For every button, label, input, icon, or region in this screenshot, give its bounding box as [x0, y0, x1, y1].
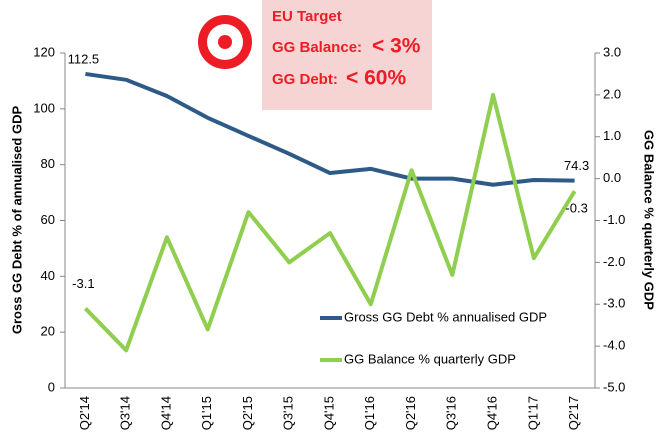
series-line [85, 71, 575, 187]
y-tick-label: 80 [41, 156, 55, 171]
x-tick-label: Q2'15 [240, 396, 255, 430]
y2-tick-label: 2.0 [603, 86, 621, 101]
y2-tick-label: -4.0 [603, 338, 625, 353]
x-tick-label: Q2'16 [403, 396, 418, 430]
y-tick-label: 100 [33, 100, 55, 115]
y-tick-label: 60 [41, 212, 55, 227]
x-tick-label: Q1'16 [362, 396, 377, 430]
y2-axis-label: GG Balance % quarterly GDP [642, 130, 657, 310]
y2-tick-label: -3.0 [603, 296, 625, 311]
data-label: 74.3 [564, 158, 589, 173]
y2-tick-label: -5.0 [603, 379, 625, 394]
series-line [83, 92, 577, 353]
y-axis-label: Gross GG Debt % of annualised GDP [9, 106, 24, 335]
y-tick-label: 40 [41, 268, 55, 283]
x-tick-label: Q4'15 [321, 396, 336, 430]
x-tick-label: Q4'16 [485, 396, 500, 430]
annotation-label: GG Balance: [272, 39, 362, 56]
y2-tick-label: -2.0 [603, 254, 625, 269]
x-tick-label: Q2'14 [77, 396, 92, 430]
y2-tick-label: 3.0 [603, 44, 621, 59]
x-tick-label: Q1'15 [199, 396, 214, 430]
annotation-title: EU Target [272, 8, 342, 25]
y2-tick-label: 0.0 [603, 170, 621, 185]
data-label: -0.3 [565, 201, 587, 216]
data-label: 112.5 [68, 51, 100, 66]
y-tick-label: 0 [48, 379, 55, 394]
legend-label: GG Balance % quarterly GDP [344, 351, 516, 366]
annotation-value: < 60% [346, 67, 406, 90]
y2-tick-label: 1.0 [603, 128, 621, 143]
annotation-label: GG Debt: [272, 71, 338, 88]
annotation-box [262, 0, 432, 110]
x-tick-label: Q3'15 [281, 396, 296, 430]
y2-tick-label: -1.0 [603, 212, 625, 227]
data-label: -3.1 [72, 276, 94, 291]
x-tick-label: Q4'14 [158, 396, 173, 430]
annotation-value: < 3% [372, 35, 421, 58]
y-tick-label: 120 [33, 44, 55, 59]
legend-label: Gross GG Debt % annualised GDP [344, 309, 547, 324]
target-icon-center [218, 35, 232, 49]
x-tick-label: Q2'17 [566, 396, 581, 430]
x-tick-label: Q1'17 [525, 396, 540, 430]
x-tick-label: Q3'14 [118, 396, 133, 430]
x-tick-label: Q3'16 [444, 396, 459, 430]
y-tick-label: 20 [41, 324, 55, 339]
